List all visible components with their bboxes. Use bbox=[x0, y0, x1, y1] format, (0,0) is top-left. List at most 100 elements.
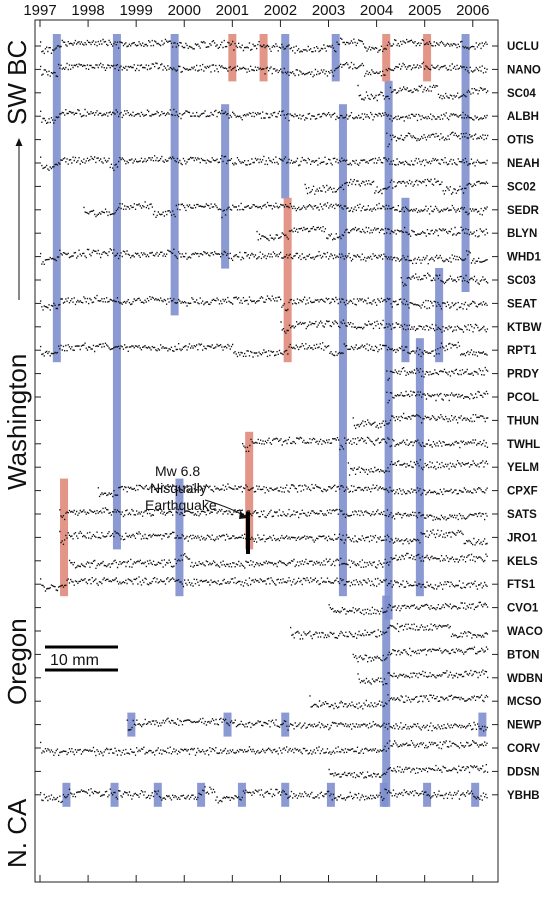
x-tick-label: 1997 bbox=[23, 2, 56, 19]
earthquake-marker bbox=[246, 512, 250, 554]
series-trace bbox=[40, 786, 488, 804]
series-trace bbox=[126, 717, 488, 732]
x-tick-label: 2005 bbox=[408, 2, 441, 19]
series-trace bbox=[309, 694, 489, 710]
region-label-nca: N. CA bbox=[2, 798, 32, 868]
scale-bar-label: 10 mm bbox=[50, 652, 99, 669]
station-series-otis bbox=[386, 131, 489, 148]
x-axis: 1997 1998 1999 2000 2001 2002 2003 2004 2005 2006 bbox=[23, 2, 489, 882]
annotation-arrow-head bbox=[239, 511, 248, 519]
station-series-sc04 bbox=[357, 84, 489, 102]
slow-slip-bar bbox=[60, 478, 69, 597]
station-label-newp: NEWP bbox=[507, 720, 542, 732]
series-trace bbox=[256, 226, 489, 242]
slow-slip-bar bbox=[112, 34, 121, 550]
series-trace bbox=[347, 459, 489, 476]
station-label-prdy: PRDY bbox=[507, 369, 539, 381]
station-series-nano bbox=[40, 61, 488, 78]
series-trace bbox=[386, 131, 489, 148]
region-labels: SW BC Washington Oregon N. CA bbox=[2, 40, 32, 868]
series-trace bbox=[40, 155, 488, 171]
scale-bar-group: 10 mm bbox=[45, 645, 118, 672]
slow-slip-bar bbox=[338, 104, 347, 597]
x-tick-label: 2002 bbox=[264, 2, 297, 19]
slow-slip-bar bbox=[331, 34, 340, 82]
slow-slip-bar bbox=[382, 595, 391, 807]
series-trace bbox=[357, 84, 489, 102]
station-series-sedr bbox=[83, 201, 488, 219]
station-series-thun bbox=[352, 412, 489, 429]
station-label-sats: SATS bbox=[507, 509, 537, 521]
station-label-ktbw: KTBW bbox=[507, 322, 542, 334]
station-label-uclu: UCLU bbox=[507, 41, 539, 53]
region-arrow-head bbox=[15, 138, 23, 146]
region-arrow bbox=[15, 138, 23, 300]
slow-slip-bar bbox=[228, 34, 237, 82]
x-tick-label: 2001 bbox=[216, 2, 249, 19]
station-series-cpxf bbox=[97, 483, 488, 498]
series-trace bbox=[400, 272, 489, 287]
annotation-line-3: Earthquake bbox=[145, 497, 217, 513]
station-series-bton bbox=[352, 646, 489, 663]
station-label-sc03: SC03 bbox=[507, 275, 536, 287]
station-label-pcol: PCOL bbox=[507, 392, 539, 404]
station-label-whd1: WHD1 bbox=[507, 252, 541, 264]
x-tick-label: 1998 bbox=[71, 2, 104, 19]
station-series-prdy bbox=[386, 366, 489, 381]
station-series bbox=[40, 37, 489, 804]
x-tick-label: 2003 bbox=[312, 2, 345, 19]
series-trace bbox=[280, 319, 489, 334]
station-label-blyn: BLYN bbox=[507, 228, 537, 240]
station-series-sc03 bbox=[400, 272, 489, 287]
slow-slip-bar bbox=[221, 104, 230, 269]
slow-slip-bar bbox=[281, 34, 290, 199]
region-label-swbc: SW BC bbox=[2, 40, 32, 125]
station-series-whd1 bbox=[40, 248, 488, 265]
station-series-mcso bbox=[309, 694, 489, 710]
station-label-wdbn: WDBN bbox=[507, 673, 543, 685]
station-series-waco bbox=[290, 623, 489, 640]
slow-slip-bar bbox=[281, 712, 290, 737]
series-trace bbox=[386, 366, 489, 381]
x-tick-label: 1999 bbox=[119, 2, 152, 19]
earthquake-annotation: Mw 6.8 Nisqually Earthquake bbox=[145, 463, 250, 554]
station-label-rpt1: RPT1 bbox=[507, 345, 537, 357]
series-trace bbox=[97, 483, 488, 498]
station-series-ktbw bbox=[280, 319, 489, 334]
station-series-neah bbox=[40, 155, 488, 171]
slow-slip-bar bbox=[423, 34, 432, 82]
slow-slip-bar bbox=[283, 197, 292, 363]
series-trace bbox=[68, 552, 488, 569]
station-series-kels bbox=[68, 552, 488, 569]
series-trace bbox=[40, 576, 488, 592]
series-trace bbox=[328, 764, 489, 779]
series-trace bbox=[83, 201, 488, 219]
station-label-bton: BTON bbox=[507, 649, 539, 661]
series-trace bbox=[328, 601, 489, 616]
station-series-twhl bbox=[242, 436, 489, 453]
station-series-yelm bbox=[347, 459, 489, 476]
slow-slip-bar bbox=[382, 34, 391, 82]
station-series-pcol bbox=[386, 390, 489, 404]
station-label-sc04: SC04 bbox=[507, 88, 536, 100]
series-trace bbox=[304, 178, 489, 195]
station-label-sedr: SEDR bbox=[507, 205, 540, 217]
station-series-cvo1 bbox=[328, 601, 489, 616]
series-trace bbox=[40, 61, 488, 78]
station-label-ddsn: DDSN bbox=[507, 766, 540, 778]
station-label-kels: KELS bbox=[507, 556, 538, 568]
station-label-otis: OTIS bbox=[507, 135, 534, 147]
series-trace bbox=[59, 507, 488, 521]
slow-slip-bar bbox=[461, 34, 470, 292]
series-trace bbox=[357, 669, 489, 686]
slow-slip-bar bbox=[237, 782, 246, 807]
station-label-jro1: JRO1 bbox=[507, 532, 538, 544]
slow-slip-bar bbox=[401, 197, 410, 363]
station-series-newp bbox=[126, 717, 488, 732]
station-axis: UCLU NANO SC04 ALBH OTIS NEAH SC02 SEDR BLYN WHD1… bbox=[35, 41, 543, 802]
station-label-cpxf: CPXF bbox=[507, 486, 538, 498]
station-series-sats bbox=[59, 507, 488, 521]
series-trace bbox=[352, 646, 489, 663]
series-trace bbox=[40, 740, 488, 757]
